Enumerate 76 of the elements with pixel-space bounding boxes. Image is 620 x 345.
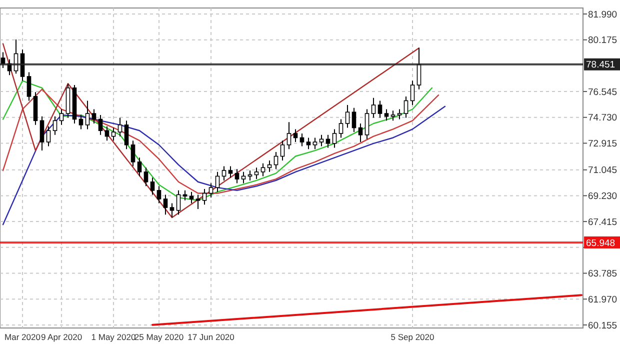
line-series xyxy=(2,43,420,218)
candlestick xyxy=(319,134,324,147)
x-tick-label: 17 Jun 2020 xyxy=(188,332,235,342)
candlestick xyxy=(202,188,207,206)
candlestick xyxy=(150,177,155,196)
candlestick xyxy=(130,140,136,167)
candlestick xyxy=(170,202,174,218)
line-series xyxy=(2,106,446,226)
candlestick xyxy=(85,100,90,130)
candlestick xyxy=(163,194,168,216)
candlestick xyxy=(371,97,376,118)
candlestick xyxy=(364,108,370,140)
x-tick-label: 5 Sep 2020 xyxy=(390,332,435,342)
candlestick xyxy=(26,72,32,102)
candlestick xyxy=(306,137,311,150)
candlestick xyxy=(111,127,116,142)
candlestick xyxy=(208,182,214,198)
x-tick-label: Mar 2020 xyxy=(4,332,41,342)
candlestick xyxy=(274,151,278,170)
ref-line-label: 78.451 xyxy=(586,60,616,71)
candlestick xyxy=(280,140,285,162)
candlestick xyxy=(390,110,396,122)
x-tick-label: 25 May 2020 xyxy=(134,332,184,342)
candlestick xyxy=(260,162,266,177)
candlestick xyxy=(254,167,259,180)
candlestick xyxy=(241,171,246,184)
candlestick xyxy=(52,116,58,136)
candlestick xyxy=(137,157,142,177)
candlestick xyxy=(176,190,181,216)
candlestick xyxy=(118,117,122,137)
candlestick xyxy=(358,122,363,143)
y-tick-label: 72.915 xyxy=(588,138,618,150)
x-tick-label: 9 Apr 2020 xyxy=(40,332,82,342)
candlestick xyxy=(397,108,402,120)
candlestick xyxy=(332,128,337,148)
candlestick xyxy=(98,114,103,136)
candlestick xyxy=(40,116,44,152)
candlestick xyxy=(404,96,408,118)
candlestick xyxy=(384,108,389,122)
candlestick xyxy=(92,108,96,124)
candlestick xyxy=(124,120,129,150)
candlestick xyxy=(196,194,200,210)
y-tick-label: 69.230 xyxy=(588,191,618,202)
candlestick xyxy=(267,160,272,172)
candlestick xyxy=(378,100,382,118)
candlestick xyxy=(234,168,240,184)
candlestick xyxy=(410,80,415,106)
candlestick xyxy=(59,108,64,126)
y-tick-label: 60.155 xyxy=(588,320,618,332)
candlestick xyxy=(312,137,318,150)
y-tick-label: 63.785 xyxy=(588,268,618,280)
y-tick-label: 80.175 xyxy=(588,35,618,46)
candlestick xyxy=(156,186,162,204)
y-tick-label: 76.545 xyxy=(588,86,618,98)
y-tick-label: 67.415 xyxy=(588,216,618,228)
candlestick xyxy=(46,126,51,147)
y-tick-label: 61.970 xyxy=(588,294,618,306)
candlestick xyxy=(215,171,220,192)
candlestick xyxy=(352,107,356,133)
y-tick-label: 74.730 xyxy=(588,112,618,124)
x-tick-label: 1 May 2020 xyxy=(91,332,136,342)
candlestick xyxy=(104,126,110,142)
candlestick xyxy=(222,166,226,181)
candlestick xyxy=(345,104,350,128)
candlestick xyxy=(338,118,344,138)
candlestick xyxy=(189,191,194,204)
candlestick xyxy=(78,114,84,130)
candlestick xyxy=(286,122,292,150)
y-tick-label: 81.990 xyxy=(588,9,618,20)
candlestick xyxy=(326,134,330,148)
candlestick xyxy=(300,132,304,147)
ref-line-label: 65.948 xyxy=(586,238,616,249)
candlestick xyxy=(144,167,148,187)
candlestick xyxy=(293,128,298,143)
candlestick xyxy=(228,166,233,178)
y-tick-label: 71.045 xyxy=(588,165,618,176)
